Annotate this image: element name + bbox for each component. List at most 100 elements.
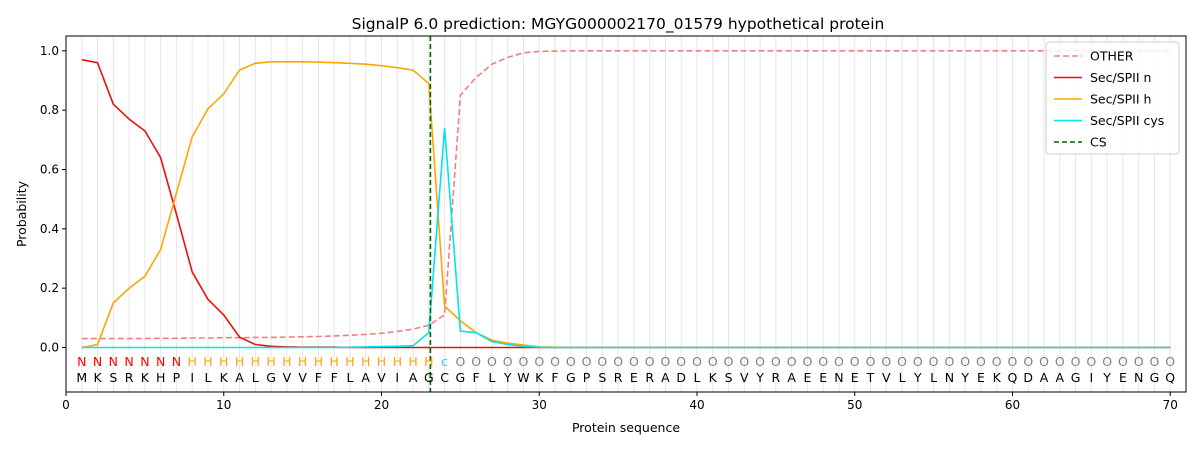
region-label: O [850,354,860,369]
residue-label: E [819,370,827,385]
residue-label: G [1071,370,1081,385]
residue-label: I [190,370,194,385]
region-label: O [582,354,592,369]
region-label: O [929,354,939,369]
residue-label: K [93,370,102,385]
region-label: O [1118,354,1128,369]
region-label: H [329,354,338,369]
residue-label: E [630,370,638,385]
region-label: H [377,354,386,369]
x-tick-label: 30 [532,398,547,412]
region-label: O [976,354,986,369]
residue-label: Y [913,370,922,385]
region-label: O [897,354,907,369]
residue-label: V [283,370,292,385]
residue-label: V [298,370,307,385]
region-label: H [251,354,260,369]
region-label: N [109,354,118,369]
region-label: H [203,354,212,369]
region-label: O [455,354,465,369]
plot-frame [65,35,1187,393]
region-label: H [345,354,354,369]
region-label: H [361,354,370,369]
residue-label: A [235,370,244,385]
residue-label: T [866,370,875,385]
y-tick-label: 0.8 [40,103,59,117]
residue-label: P [173,370,181,385]
region-label: O [1008,354,1018,369]
region-label: O [1039,354,1049,369]
series-line [81,127,1171,349]
region-label: O [992,354,1002,369]
residue-label: W [517,370,529,385]
residue-label: L [488,370,495,385]
x-tick-label: 10 [216,398,231,412]
residue-label: E [977,370,985,385]
region-label: O [1150,354,1160,369]
region-label: O [1102,354,1112,369]
residue-label: L [899,370,906,385]
region-label: N [93,354,102,369]
grid-layer [81,36,1171,392]
x-tick-label: 40 [689,398,704,412]
legend-label: Sec/SPII h [1090,92,1151,107]
residue-label: L [252,370,259,385]
region-label: O [1086,354,1096,369]
region-label: O [534,354,544,369]
region-label: O [519,354,529,369]
region-label: O [739,354,749,369]
region-label: O [724,354,734,369]
y-tick-label: 0.0 [40,341,59,355]
residue-label: G [424,370,434,385]
legend-label: Sec/SPII n [1090,70,1151,85]
region-label: H [408,354,417,369]
residue-label: N [834,370,843,385]
x-tick-label: 70 [1163,398,1178,412]
region-label: H [424,354,433,369]
region-label: O [708,354,718,369]
y-tick-label: 0.2 [40,281,59,295]
residue-label: V [882,370,891,385]
residue-label: A [661,370,670,385]
region-label: H [235,354,244,369]
region-label: N [124,354,133,369]
region-label: O [645,354,655,369]
residue-label: D [1023,370,1033,385]
region-label: H [393,354,402,369]
residue-label: Q [1165,370,1175,385]
region-label: H [298,354,307,369]
y-tick-label: 1.0 [40,44,59,58]
chart-title: SignalP 6.0 prediction: MGYG000002170_01… [352,15,885,34]
legend-label: CS [1090,135,1107,150]
y-ticks: 0.0 0.2 0.4 0.6 0.8 1.0 [40,44,66,355]
region-label: O [771,354,781,369]
residue-label: G [566,370,576,385]
residue-label: R [614,370,623,385]
region-label: O [676,354,686,369]
region-label: O [787,354,797,369]
region-label: O [597,354,607,369]
region-label: O [1165,354,1175,369]
residue-label: L [694,370,701,385]
residue-label: M [76,370,87,385]
series-line [81,58,1171,349]
residue-label: Y [1102,370,1111,385]
region-label: O [802,354,812,369]
y-tick-label: 0.6 [40,163,59,177]
residue-label: F [473,370,480,385]
x-axis-label: Protein sequence [572,420,680,435]
series-line [81,49,1171,340]
region-label: H [187,354,196,369]
residue-label: K [220,370,229,385]
residue-label: H [156,370,165,385]
legend-box [1045,41,1180,155]
region-label: O [755,354,765,369]
region-label: O [566,354,576,369]
region-label: O [1134,354,1144,369]
residue-label: I [1090,370,1094,385]
region-label: N [156,354,165,369]
residue-label: D [676,370,686,385]
region-label: O [471,354,481,369]
residue-label: L [204,370,211,385]
